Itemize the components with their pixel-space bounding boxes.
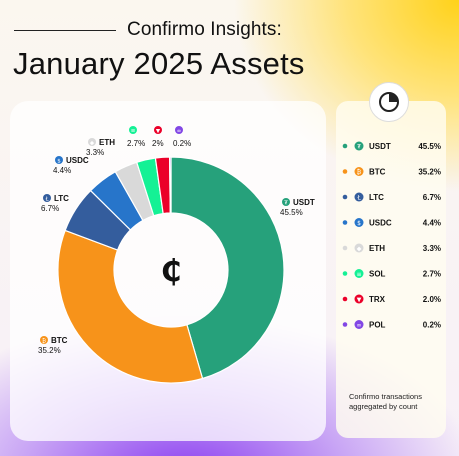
legend-label: LTC: [369, 193, 384, 202]
ltc-icon: [354, 192, 364, 202]
usdc-icon: [354, 218, 364, 227]
legend-item-pol: ∞ POL 0.2%: [342, 320, 441, 330]
usdt-icon-glyph: ₮: [284, 201, 288, 207]
ltc-icon-glyph: Ł: [44, 197, 49, 203]
btc-icon-glyph: ₿: [357, 169, 362, 176]
legend-card: [336, 101, 446, 438]
legend-item-trx: ▼ TRX 2.0%: [342, 294, 441, 304]
pie-chart-icon: [369, 82, 409, 122]
trx-icon-glyph: ▼: [156, 129, 161, 135]
slice-label-value: 2.7%: [127, 139, 145, 148]
sol-icon-glyph: ≡: [131, 129, 136, 135]
legend-item-usdt: ₮ USDT 45.5%: [342, 141, 441, 151]
usdc-icon: [55, 156, 63, 164]
legend-item-ltc: Ł LTC 6.7%: [342, 192, 441, 202]
legend-value: 35.2%: [418, 168, 441, 177]
sol-icon-glyph: ≡: [356, 271, 361, 278]
legend-swatch: [342, 271, 348, 276]
slice-pol: [168, 156, 172, 214]
legend-label: USDC: [369, 219, 392, 228]
page-title: January 2025 Assets: [13, 46, 305, 81]
usdt-icon: [282, 198, 290, 206]
slice-label-sol: ≡ 2.7%: [127, 126, 145, 148]
legend-swatch: [342, 245, 348, 251]
pol-icon: [175, 126, 183, 134]
trx-icon-glyph: ▼: [357, 297, 362, 304]
slice-label-value: 6.7%: [41, 204, 59, 213]
slice-label-value: 35.2%: [38, 346, 61, 355]
slice-usdt: [170, 156, 285, 380]
slice-label-value: 45.5%: [280, 208, 303, 217]
legend-value: 4.4%: [423, 219, 441, 228]
ltc-icon-glyph: Ł: [356, 195, 361, 202]
slice-label-name: USDT: [293, 198, 315, 207]
slice-label-name: USDC: [66, 156, 89, 165]
eth-icon: [354, 243, 364, 253]
legend-label: ETH: [369, 244, 385, 253]
footnote: Confirmo transactions aggregated by coun…: [349, 392, 422, 411]
legend-value: 0.2%: [423, 321, 441, 330]
btc-icon: [40, 336, 48, 344]
slice-label-value: 4.4%: [53, 166, 71, 175]
sol-icon: [354, 269, 364, 278]
pol-icon: [354, 320, 364, 329]
slice-label-value: 0.2%: [173, 139, 191, 148]
legend-swatch: [342, 322, 348, 327]
ltc-icon: [43, 194, 51, 202]
slice-label-name: LTC: [54, 194, 69, 203]
pol-icon-glyph: ∞: [357, 322, 362, 329]
eth-icon-glyph: ◆: [90, 141, 95, 147]
trx-icon: [354, 294, 364, 304]
usdc-icon-glyph: $: [57, 159, 61, 165]
trx-icon: [154, 126, 162, 134]
legend-value: 6.7%: [423, 193, 441, 202]
page-subtitle: Confirmo Insights:: [127, 19, 282, 40]
slice-label-pol: ∞ 0.2%: [173, 126, 191, 148]
center-symbol: ₵: [161, 254, 182, 289]
legend-label: USDT: [369, 142, 391, 151]
legend-item-sol: ≡ SOL 2.7%: [342, 269, 441, 279]
slice-label-name: BTC: [51, 336, 68, 345]
legend-swatch: [342, 194, 348, 200]
legend-label: BTC: [369, 168, 386, 177]
legend-swatch: [342, 169, 348, 174]
eth-icon: [88, 138, 96, 146]
legend-value: 3.3%: [423, 244, 441, 253]
sol-icon: [129, 126, 137, 134]
legend-item-usdc: $ USDC 4.4%: [342, 218, 441, 228]
usdt-icon-glyph: ₮: [357, 144, 361, 151]
usdt-icon: [354, 141, 364, 151]
slice-btc: [57, 229, 204, 384]
slice-label-name: ETH: [99, 138, 115, 147]
legend-swatch: [342, 296, 348, 302]
legend-swatch: [342, 220, 348, 225]
slice-label-value: 2%: [152, 139, 164, 148]
slice-label-trx: ▼ 2%: [152, 126, 164, 148]
legend-value: 2.0%: [423, 295, 441, 304]
legend-swatch: [342, 143, 348, 149]
legend-label: SOL: [369, 270, 386, 279]
legend-label: TRX: [369, 295, 386, 304]
legend-item-btc: ₿ BTC 35.2%: [342, 167, 441, 177]
btc-icon-glyph: ₿: [42, 338, 46, 345]
legend-item-eth: ◆ ETH 3.3%: [342, 243, 441, 253]
legend-value: 2.7%: [423, 270, 441, 279]
legend-value: 45.5%: [418, 142, 441, 151]
btc-icon: [354, 167, 364, 176]
legend-label: POL: [369, 321, 386, 330]
header-divider: [14, 30, 116, 31]
pol-icon-glyph: ∞: [177, 129, 182, 135]
slice-label-value: 3.3%: [86, 148, 104, 157]
eth-icon-glyph: ◆: [357, 246, 362, 253]
usdc-icon-glyph: $: [357, 220, 361, 227]
